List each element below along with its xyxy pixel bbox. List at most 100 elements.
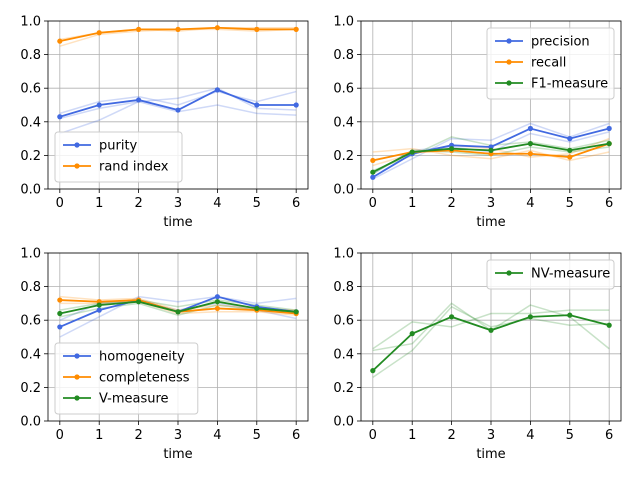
y-tick-label: 0.0 bbox=[333, 183, 354, 198]
data-point bbox=[96, 102, 102, 108]
data-point bbox=[96, 30, 102, 36]
x-tick-label: 4 bbox=[526, 196, 534, 211]
x-tick-label: 1 bbox=[95, 428, 103, 443]
faint-run-line bbox=[372, 305, 610, 378]
legend-label: completeness bbox=[99, 371, 190, 386]
legend-entry: rand index bbox=[63, 160, 169, 175]
series-v-measure bbox=[57, 299, 299, 317]
legend-swatch-marker bbox=[74, 163, 80, 169]
series-f1-measure bbox=[370, 141, 612, 175]
faint-run-line bbox=[59, 90, 297, 115]
x-tick-label: 3 bbox=[174, 196, 182, 211]
x-tick-label: 4 bbox=[213, 428, 221, 443]
data-point bbox=[370, 174, 376, 180]
x-tick-label: 4 bbox=[526, 428, 534, 443]
data-point bbox=[214, 305, 220, 312]
data-point bbox=[175, 309, 181, 315]
y-tick-label: 0.4 bbox=[20, 115, 41, 130]
legend-entry: completeness bbox=[63, 371, 190, 386]
y-tick-label: 1.0 bbox=[20, 15, 41, 30]
legend-frame bbox=[486, 27, 615, 100]
chart-precision-recall-f1: 0 1 2 3 4 5 6 0.0 0.2 0.4 0.6 0.8 1.0 time precision re… bbox=[333, 15, 622, 230]
x-tick-label: 0 bbox=[369, 428, 377, 443]
data-point bbox=[488, 327, 494, 333]
x-tick-label: 5 bbox=[566, 428, 574, 443]
y-tick-label: 0.6 bbox=[20, 82, 41, 97]
x-tick-label: 2 bbox=[447, 196, 455, 211]
data-point bbox=[254, 26, 260, 32]
data-point bbox=[57, 38, 63, 44]
x-axis-label: time bbox=[476, 447, 505, 462]
y-tick-label: 0.4 bbox=[20, 347, 41, 362]
data-point bbox=[449, 314, 455, 320]
data-point bbox=[214, 25, 220, 31]
legend-frame bbox=[486, 259, 615, 290]
legend-entry: NV-measure bbox=[495, 267, 610, 282]
y-tick-label: 0.8 bbox=[333, 48, 354, 63]
x-tick-label: 2 bbox=[447, 428, 455, 443]
data-point bbox=[175, 26, 181, 32]
data-point bbox=[136, 26, 142, 32]
series-rand-index bbox=[57, 25, 299, 44]
data-point bbox=[57, 310, 63, 317]
legend-entry: V-measure bbox=[63, 392, 169, 407]
legend-swatch-marker bbox=[506, 59, 512, 65]
legend-label: recall bbox=[531, 56, 566, 71]
x-tick-label: 1 bbox=[408, 428, 416, 443]
x-axis-label: time bbox=[163, 215, 192, 230]
data-point bbox=[606, 322, 612, 328]
legend-label: purity bbox=[99, 139, 138, 154]
legend-label: precision bbox=[531, 35, 590, 50]
x-tick-label: 3 bbox=[487, 428, 495, 443]
x-tick-label: 6 bbox=[605, 428, 613, 443]
legend: NV-measure bbox=[486, 259, 615, 290]
x-tick-label: 5 bbox=[253, 196, 261, 211]
x-tick-label: 2 bbox=[134, 428, 142, 443]
data-point bbox=[567, 136, 573, 142]
legend-label: F1-measure bbox=[531, 77, 608, 92]
legend-frame bbox=[54, 342, 199, 415]
x-tick-label: 0 bbox=[369, 196, 377, 211]
data-point bbox=[293, 26, 299, 32]
legend: homogeneity completeness V-measure bbox=[54, 342, 199, 415]
data-point bbox=[527, 125, 533, 132]
series-purity bbox=[57, 87, 299, 120]
data-point bbox=[57, 297, 63, 303]
data-point bbox=[57, 324, 63, 330]
data-point bbox=[527, 151, 533, 157]
y-tick-label: 0.6 bbox=[333, 82, 354, 97]
faint-run-line bbox=[59, 295, 297, 338]
legend-entry: recall bbox=[495, 56, 566, 71]
legend: precision recall F1-measure bbox=[486, 27, 615, 100]
x-tick-label: 1 bbox=[408, 196, 416, 211]
y-tick-label: 0.0 bbox=[333, 415, 354, 430]
legend-label: NV-measure bbox=[531, 267, 610, 282]
y-tick-label: 0.6 bbox=[333, 314, 354, 329]
x-tick-label: 6 bbox=[292, 428, 300, 443]
legend-entry: purity bbox=[63, 139, 138, 154]
chart-purity-rand: 0 1 2 3 4 5 6 0.0 0.2 0.4 0.6 0.8 1.0 time purity rand … bbox=[20, 15, 309, 230]
x-tick-label: 1 bbox=[95, 196, 103, 211]
legend-swatch-marker bbox=[74, 142, 80, 148]
data-point bbox=[567, 147, 573, 153]
x-tick-label: 3 bbox=[487, 196, 495, 211]
y-tick-label: 0.6 bbox=[20, 314, 41, 329]
y-tick-label: 0.8 bbox=[20, 280, 41, 295]
y-tick-label: 0.2 bbox=[333, 149, 354, 164]
y-tick-label: 0.4 bbox=[333, 115, 354, 130]
legend-entry: homogeneity bbox=[63, 350, 185, 365]
y-tick-label: 0.8 bbox=[20, 48, 41, 63]
y-tick-label: 0.0 bbox=[20, 183, 41, 198]
data-point bbox=[606, 141, 612, 147]
data-point bbox=[488, 147, 494, 153]
chart-homogeneity-completeness-v: 0 1 2 3 4 5 6 0.0 0.2 0.4 0.6 0.8 1.0 time homogeneity… bbox=[20, 247, 309, 462]
data-point bbox=[527, 314, 533, 320]
legend-swatch-marker bbox=[74, 374, 80, 380]
faint-run-line bbox=[372, 147, 610, 162]
y-tick-label: 1.0 bbox=[20, 247, 41, 262]
legend-entry: precision bbox=[495, 35, 590, 50]
x-axis-label: time bbox=[163, 447, 192, 462]
data-point bbox=[293, 309, 299, 315]
data-point bbox=[136, 299, 142, 305]
data-point bbox=[254, 305, 260, 312]
